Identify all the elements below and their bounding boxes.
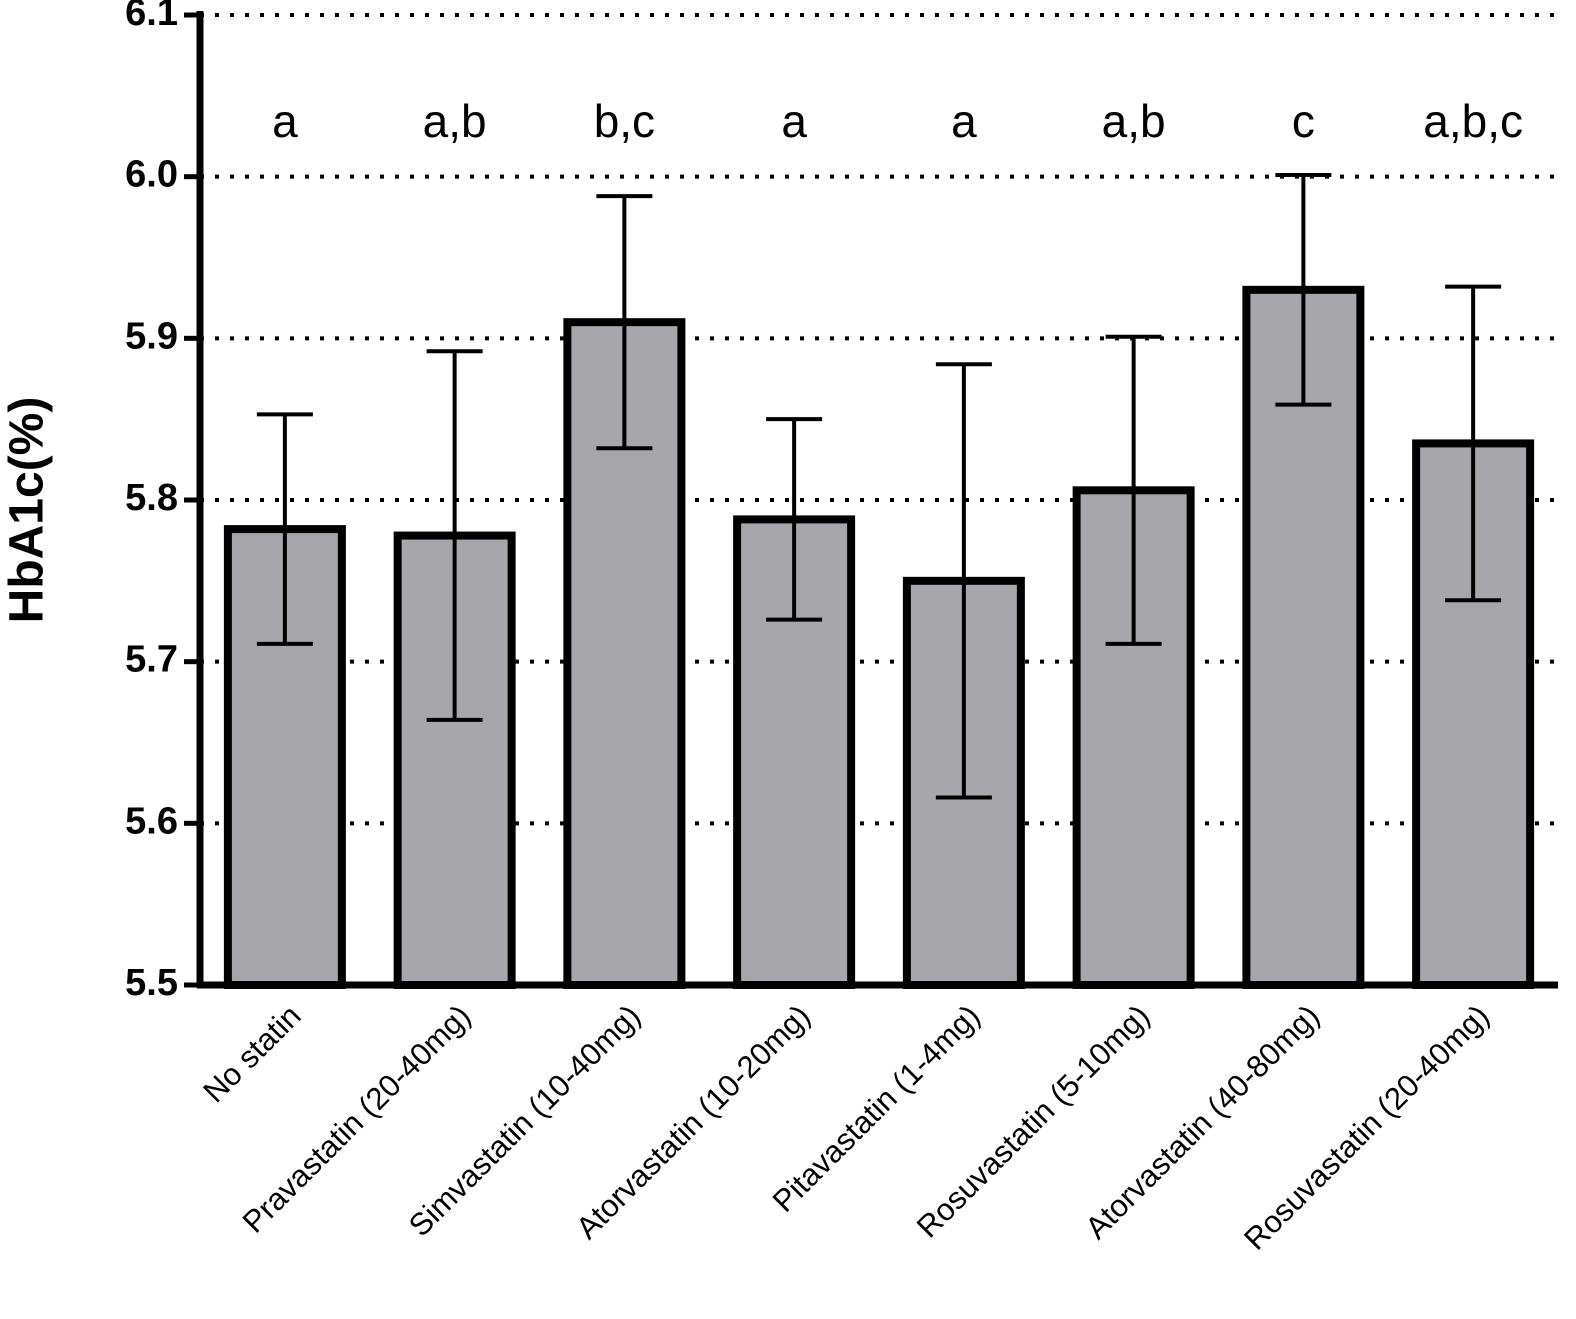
y-tick-label: 5.7 bbox=[125, 639, 178, 681]
significance-label: b,c bbox=[594, 95, 655, 147]
x-tick-label: No statin bbox=[196, 998, 307, 1109]
significance-label: c bbox=[1292, 95, 1315, 147]
y-tick-label: 5.8 bbox=[125, 477, 178, 519]
significance-label: a bbox=[272, 95, 298, 147]
y-tick-label: 6.0 bbox=[125, 154, 178, 196]
y-tick-label: 5.6 bbox=[125, 800, 178, 842]
significance-label: a,b bbox=[1102, 95, 1166, 147]
significance-label: a,b bbox=[423, 95, 487, 147]
y-tick-label: 6.1 bbox=[125, 0, 178, 34]
significance-label: a,b,c bbox=[1423, 95, 1523, 147]
significance-label: a bbox=[951, 95, 977, 147]
y-tick-label: 5.9 bbox=[125, 315, 178, 357]
y-tick-label: 5.5 bbox=[125, 962, 178, 1004]
y-axis-title: HbA1c(%) bbox=[1, 397, 54, 624]
significance-label: a bbox=[781, 95, 807, 147]
